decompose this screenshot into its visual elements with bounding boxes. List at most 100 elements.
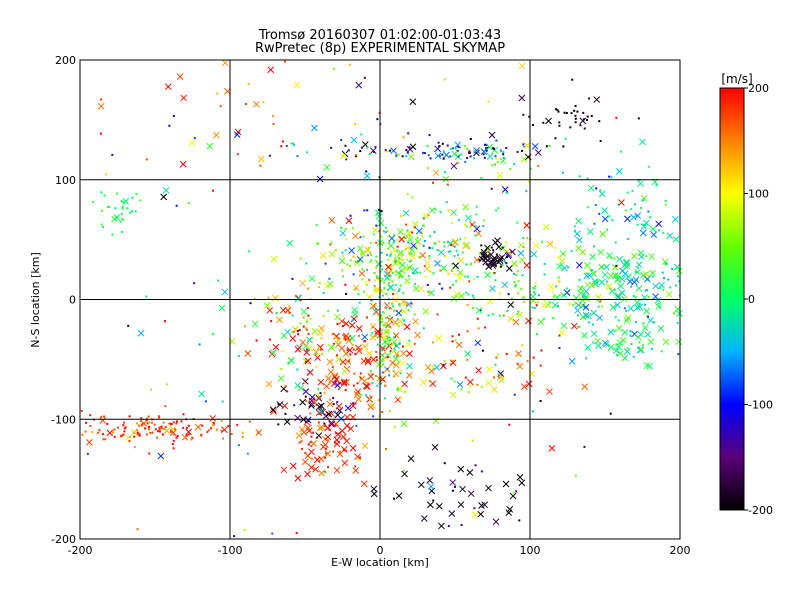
data-point-x [449,359,457,367]
data-point-dot [426,144,429,147]
data-point-dot [422,224,425,227]
data-point-dot [505,262,508,265]
data-point-dot [220,429,223,432]
data-point-dot [633,203,636,206]
data-point-dot [515,490,518,493]
data-point-dot [116,192,119,195]
data-point-x [97,102,105,110]
data-point-dot [340,139,343,142]
x-tick-label: 100 [520,544,541,557]
data-point-x [631,252,638,260]
data-point-dot [296,368,299,371]
data-point-dot [634,271,637,274]
data-point-dot [193,282,196,285]
data-point-dot [443,360,446,363]
data-point-dot [156,436,159,439]
chart-subtitle: RwPretec (8p) EXPERIMENTAL SKYMAP [255,41,505,56]
data-point-dot [309,318,312,321]
data-point-dot [438,145,441,148]
data-point-dot [354,288,357,291]
data-point-x [434,260,441,267]
data-point-dot [521,344,524,347]
data-point-x [316,175,324,183]
data-point-dot [122,201,125,204]
data-point-x [558,257,566,265]
data-point-x [270,408,277,415]
data-point-dot [332,342,335,345]
data-point-x [299,339,307,346]
data-point-x [582,304,590,311]
data-point-x [642,270,650,278]
data-point-x [335,356,342,363]
data-point-x [303,418,311,426]
data-point-dot [157,415,160,418]
data-point-x [637,180,644,187]
data-point-dot [381,411,384,414]
data-point-x [454,141,462,149]
data-point-dot [310,435,313,438]
data-point-dot [158,416,161,419]
data-point-dot [298,441,301,444]
data-point-dot [495,356,498,359]
data-point-x [408,252,416,260]
data-point-dot [674,284,677,287]
data-point-x [411,220,419,228]
data-point-x [576,261,583,269]
data-point-dot [327,310,330,313]
data-point-x [420,378,427,386]
y-tick-label: 0 [69,294,76,307]
data-point-dot [429,235,432,238]
data-point-x [601,339,609,347]
data-point-dot [507,293,510,296]
data-point-x [423,259,431,267]
data-point-dot [457,254,460,257]
data-point-dot [126,207,129,210]
data-point-dot [280,368,283,371]
data-point-dot [389,149,392,152]
data-point-x [502,480,510,488]
data-point-x [621,329,629,336]
data-point-dot [408,146,411,149]
data-point-x [312,465,320,473]
data-point-dot [344,283,347,286]
data-point-dot [403,319,406,322]
data-point-dot [175,436,178,439]
data-point-dot [315,353,318,356]
data-point-x [551,301,559,309]
data-point-dot [428,246,431,249]
data-point-dot [150,388,153,391]
data-point-dot [164,425,167,428]
data-point-x [592,280,599,288]
data-point-x [324,375,332,382]
data-point-dot [392,292,395,295]
data-point-x [395,309,403,317]
data-point-dot [317,421,320,424]
data-point-dot [351,343,354,346]
data-point-dot [401,275,404,278]
data-point-dot [146,433,149,436]
data-point-x [447,240,454,247]
data-point-x [209,414,217,422]
data-point-x [512,318,520,326]
data-point-dot [103,194,106,197]
data-point-dot [375,275,378,278]
data-point-dot [407,132,410,135]
data-point-x [459,485,466,493]
data-point-dot [320,405,323,408]
data-point-x [221,288,229,296]
data-point-dot [408,260,411,263]
data-point-dot [428,257,431,260]
data-point-dot [191,436,194,439]
data-point-dot [348,264,351,267]
data-point-dot [344,338,347,341]
data-point-x [367,373,375,380]
data-point-dot [495,156,498,159]
data-point-x [221,59,229,67]
data-point-dot [405,223,408,226]
data-point-x [511,260,518,267]
data-point-dot [380,280,383,283]
data-point-dot [379,270,382,273]
data-point-x [484,252,491,260]
data-point-dot [445,201,448,204]
data-point-dot [388,374,391,377]
